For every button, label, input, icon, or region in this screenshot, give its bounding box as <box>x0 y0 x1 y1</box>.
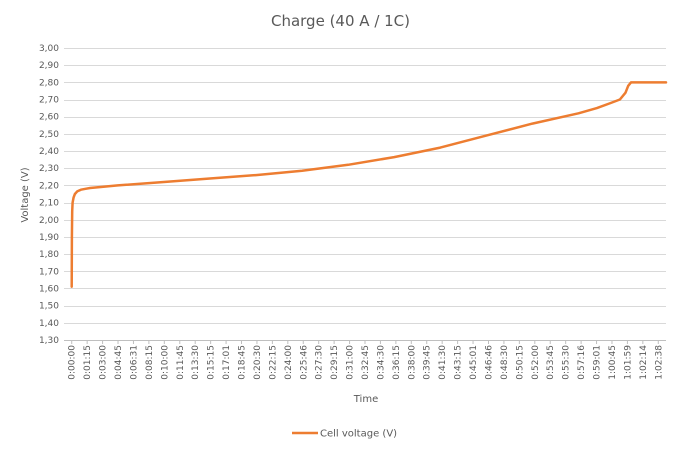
x-tick-label: 0:20:30 <box>253 345 263 380</box>
y-tick-label: 2,70 <box>39 96 59 106</box>
x-tick-labels: 0:00:00 0:01:15 0:03:00 0:04:45 0:06:31 0:08:… <box>68 340 664 380</box>
x-tick-label: 0:46:46 <box>484 345 494 380</box>
y-tick-label: 1,80 <box>39 250 59 260</box>
x-tick-label: 0:41:30 <box>438 345 448 380</box>
legend: Cell voltage (V) <box>292 429 397 440</box>
x-tick-label: 0:34:30 <box>376 345 386 380</box>
x-tick-label: 0:22:15 <box>268 345 278 380</box>
y-tick-labels: 3,00 2,90 2,80 2,70 2,60 2,50 2,40 2,30 2,20 2,10… <box>39 44 59 346</box>
x-tick-label: 0:03:00 <box>99 345 109 380</box>
x-tick-label: 0:04:45 <box>114 345 124 380</box>
x-tick-label: 0:45:01 <box>469 345 479 380</box>
series-line-cell-voltage <box>70 81 668 289</box>
y-tick-label: 2,10 <box>39 199 59 209</box>
y-tick-label: 1,50 <box>39 302 59 312</box>
series-layer <box>70 81 668 289</box>
x-tick-label: 0:43:15 <box>454 345 464 380</box>
x-tick-label: 0:29:15 <box>330 345 340 380</box>
x-tick-label: 0:32:45 <box>361 345 371 380</box>
x-tick-label: 0:08:15 <box>145 345 155 380</box>
y-tick-label: 2,60 <box>39 113 59 123</box>
y-tick-label: 1,90 <box>39 233 59 243</box>
x-tick-label: 0:50:15 <box>515 345 525 380</box>
x-tick-label: 0:11:45 <box>176 345 186 380</box>
x-tick-label: 0:48:30 <box>500 345 510 380</box>
x-tick-label: 0:39:45 <box>423 345 433 380</box>
x-tick-label: 1:01:59 <box>623 345 633 380</box>
x-tick-label: 0:59:01 <box>593 345 603 380</box>
x-tick-label: 0:25:46 <box>299 345 309 380</box>
x-tick-label: 0:13:30 <box>191 345 201 380</box>
y-axis-label: Voltage (V) <box>20 167 31 222</box>
y-tick-label: 1,40 <box>39 319 59 329</box>
x-tick-label: 1:02:38 <box>654 345 664 380</box>
x-tick-label: 0:06:31 <box>129 345 139 380</box>
y-tick-label: 2,50 <box>39 130 59 140</box>
x-tick-label: 1:00:45 <box>608 345 618 380</box>
y-tick-label: 2,30 <box>39 164 59 174</box>
y-tick-label: 3,00 <box>39 44 59 54</box>
legend-entry-cell-voltage: Cell voltage (V) <box>320 429 397 440</box>
y-tick-label: 2,20 <box>39 181 59 191</box>
y-tick-label: 2,00 <box>39 216 59 226</box>
x-tick-label: 0:17:01 <box>222 345 232 380</box>
x-tick-label: 0:52:00 <box>531 345 541 380</box>
x-tick-label: 0:27:30 <box>315 345 325 380</box>
x-tick-label: 0:53:45 <box>546 345 556 380</box>
x-tick-label: 0:15:15 <box>207 345 217 380</box>
x-tick-label: 0:00:00 <box>68 345 78 380</box>
x-tick-label: 0:01:15 <box>83 345 93 380</box>
x-tick-label: 0:57:16 <box>577 345 587 380</box>
y-tick-label: 2,80 <box>39 78 59 88</box>
x-tick-label: 0:36:15 <box>392 345 402 380</box>
y-tick-label: 2,40 <box>39 147 59 157</box>
grid-layer <box>64 48 666 341</box>
chart-title: Charge (40 A / 1C) <box>271 12 410 30</box>
x-axis-label: Time <box>353 394 378 405</box>
x-tick-label: 0:38:00 <box>407 345 417 380</box>
x-tick-label: 0:31:00 <box>346 345 356 380</box>
x-tick-label: 0:18:45 <box>238 345 248 380</box>
y-tick-label: 1,60 <box>39 284 59 294</box>
y-tick-label: 2,90 <box>39 61 59 71</box>
y-tick-label: 1,70 <box>39 267 59 277</box>
x-tick-label: 1:02:14 <box>639 345 649 380</box>
x-tick-label: 0:55:30 <box>562 345 572 380</box>
x-tick-label: 0:10:00 <box>160 345 170 380</box>
y-tick-label: 1,30 <box>39 336 59 346</box>
x-tick-label: 0:24:00 <box>284 345 294 380</box>
